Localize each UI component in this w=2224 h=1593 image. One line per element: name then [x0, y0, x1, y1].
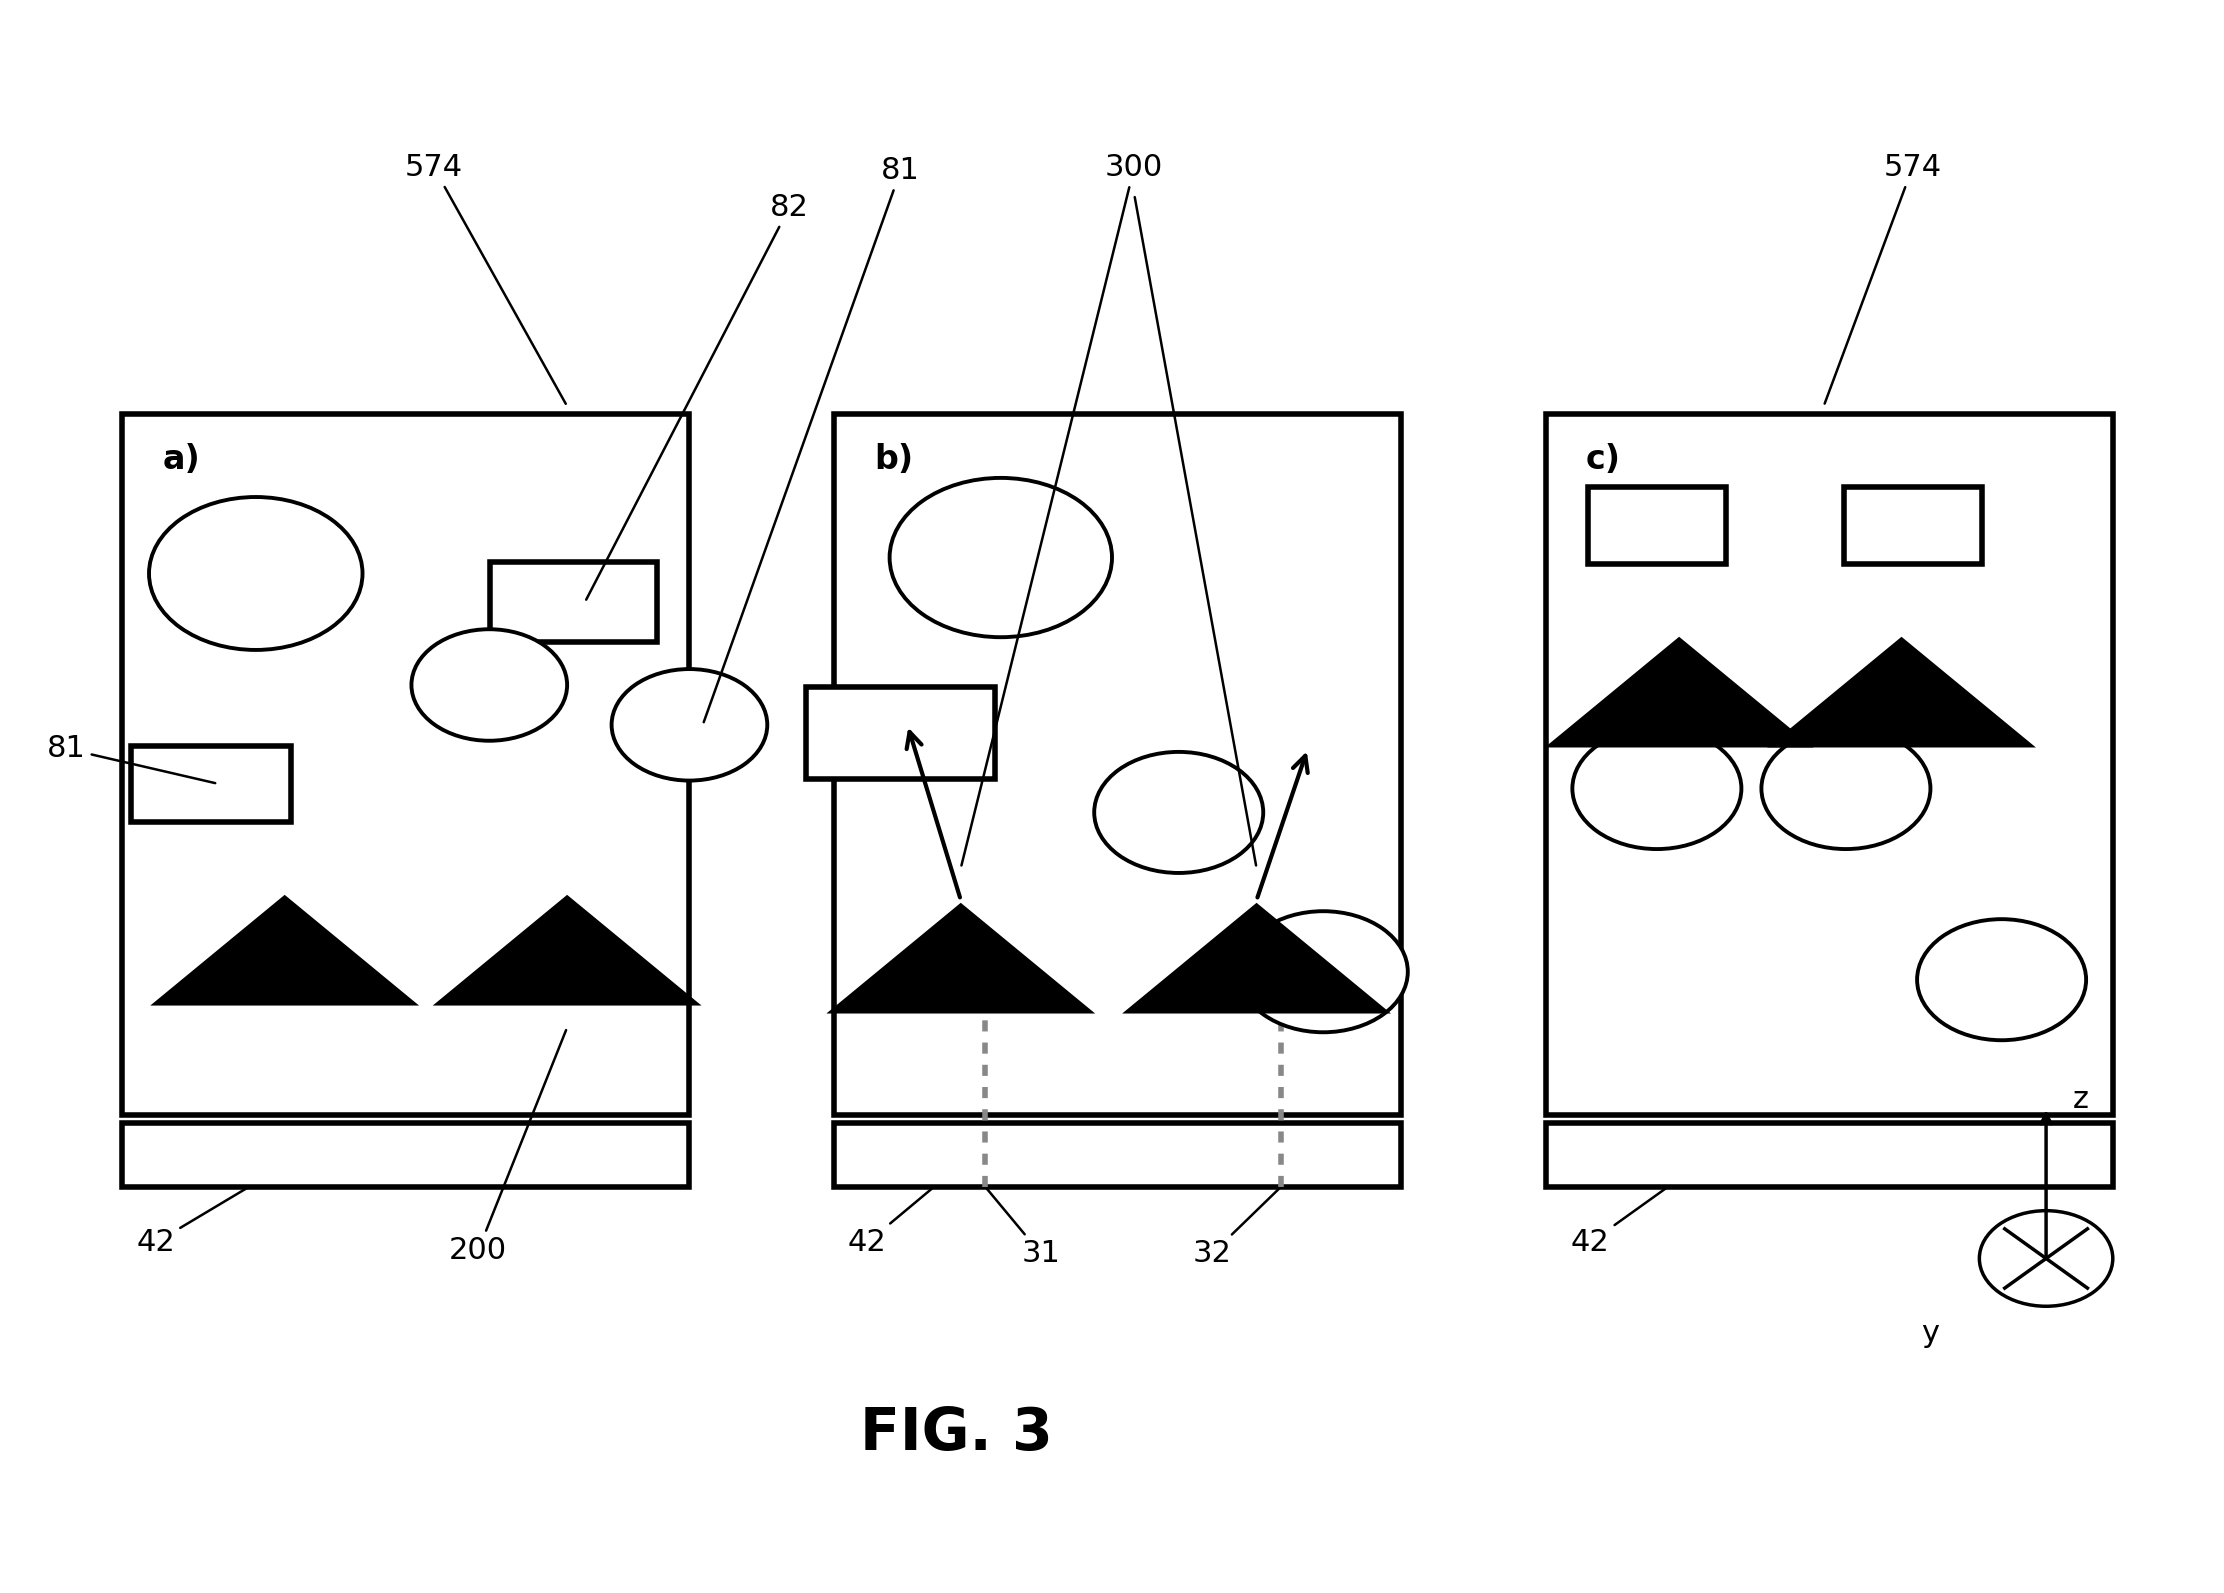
Text: 574: 574 [405, 153, 565, 403]
Bar [122, 414, 689, 1115]
Circle shape [1917, 919, 2086, 1040]
Text: 574: 574 [1824, 153, 1942, 403]
Polygon shape [438, 897, 696, 1004]
Text: 42: 42 [136, 1188, 247, 1257]
Bar [1546, 414, 2113, 1115]
Text: 42: 42 [1570, 1188, 1666, 1257]
Circle shape [1761, 728, 1930, 849]
Circle shape [612, 669, 767, 781]
Text: 32: 32 [1192, 1188, 1279, 1268]
Bar [1588, 487, 1726, 564]
Text: 82: 82 [587, 193, 810, 599]
Circle shape [890, 478, 1112, 637]
Circle shape [411, 629, 567, 741]
Bar [122, 1123, 689, 1187]
Text: 300: 300 [961, 153, 1163, 865]
Bar [1546, 1123, 2113, 1187]
Text: c): c) [1586, 443, 1621, 476]
Circle shape [1979, 1211, 2113, 1306]
Bar [1844, 487, 1982, 564]
Text: 81: 81 [47, 734, 216, 784]
Circle shape [1094, 752, 1263, 873]
Circle shape [1572, 728, 1741, 849]
Text: 31: 31 [987, 1188, 1061, 1268]
Text: y: y [1922, 1319, 1939, 1348]
Text: z: z [2073, 1085, 2088, 1114]
Circle shape [1239, 911, 1408, 1032]
Polygon shape [156, 897, 414, 1004]
Polygon shape [1128, 905, 1386, 1012]
Polygon shape [1773, 639, 2031, 746]
Text: 200: 200 [449, 1031, 567, 1265]
Bar [807, 687, 996, 779]
Bar [131, 746, 291, 822]
Text: 42: 42 [847, 1188, 932, 1257]
Polygon shape [832, 905, 1090, 1012]
Circle shape [149, 497, 363, 650]
Text: FIG. 3: FIG. 3 [861, 1405, 1052, 1462]
Text: b): b) [874, 443, 914, 476]
Text: a): a) [162, 443, 200, 476]
Bar [489, 562, 658, 642]
Bar [834, 414, 1401, 1115]
Text: 81: 81 [703, 156, 921, 722]
Bar [834, 1123, 1401, 1187]
Polygon shape [1550, 639, 1808, 746]
